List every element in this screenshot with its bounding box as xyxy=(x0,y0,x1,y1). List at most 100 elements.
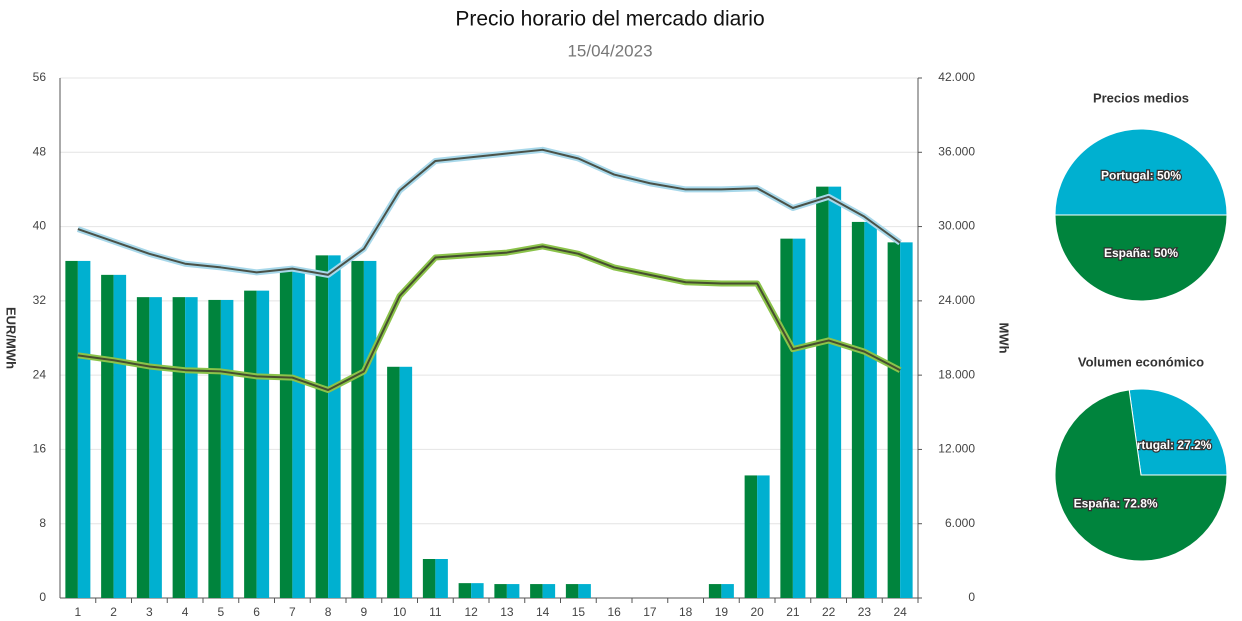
y-tick-label: 56 xyxy=(33,70,47,84)
bar xyxy=(530,584,543,598)
x-tick-label: 24 xyxy=(893,605,907,619)
x-tick-label: 16 xyxy=(607,605,621,619)
bar xyxy=(542,584,556,598)
y-tick-label: 0 xyxy=(39,590,46,604)
y2-tick-label: 36.000 xyxy=(938,144,975,158)
bar xyxy=(744,475,758,598)
pie-title: Precios medios xyxy=(1093,90,1189,105)
bar xyxy=(506,584,520,598)
bar xyxy=(780,238,793,598)
x-tick-label: 12 xyxy=(464,605,478,619)
bar xyxy=(136,297,150,598)
pie-slice xyxy=(1054,128,1228,216)
pie-label: Portugal: 50% xyxy=(1101,168,1181,182)
y2-axis-title: MWh xyxy=(997,322,1012,353)
bar xyxy=(887,242,901,598)
pie-slice xyxy=(1128,388,1228,476)
y2-tick-label: 24.000 xyxy=(938,293,975,307)
chart-subtitle: 15/04/2023 xyxy=(567,41,652,60)
bar xyxy=(828,186,842,598)
y-tick-label: 8 xyxy=(39,516,46,530)
bar xyxy=(208,299,221,598)
line xyxy=(77,148,901,276)
bar xyxy=(363,260,377,598)
x-tick-label: 13 xyxy=(500,605,514,619)
bar xyxy=(292,271,305,598)
bar xyxy=(149,297,162,598)
y2-tick-label: 18.000 xyxy=(938,367,975,381)
bar xyxy=(792,238,806,598)
bar xyxy=(422,559,436,598)
bar xyxy=(565,584,579,598)
y2-tick-label: 30.000 xyxy=(938,219,975,233)
bar xyxy=(721,584,734,598)
x-tick-label: 20 xyxy=(750,605,764,619)
line xyxy=(77,245,901,391)
bar xyxy=(471,583,484,598)
x-tick-label: 22 xyxy=(822,605,836,619)
x-tick-label: 6 xyxy=(253,605,260,619)
y-axis-title: EUR/MWh xyxy=(4,307,19,369)
y-tick-label: 24 xyxy=(33,367,47,381)
bar xyxy=(351,260,364,598)
bar xyxy=(435,559,448,598)
x-tick-label: 11 xyxy=(429,605,442,619)
bar xyxy=(315,255,329,598)
bar xyxy=(399,366,413,598)
x-tick-label: 5 xyxy=(218,605,225,619)
x-tick-label: 15 xyxy=(572,605,586,619)
bar xyxy=(578,584,591,598)
y-tick-label: 48 xyxy=(33,144,47,158)
y2-tick-label: 42.000 xyxy=(938,70,975,84)
y-tick-label: 40 xyxy=(33,219,47,233)
y2-tick-label: 0 xyxy=(968,590,975,604)
pie-title: Volumen económico xyxy=(1078,354,1204,369)
x-tick-label: 1 xyxy=(75,605,82,619)
x-tick-label: 8 xyxy=(325,605,332,619)
bar xyxy=(708,584,722,598)
bar xyxy=(256,290,270,598)
x-tick-label: 4 xyxy=(182,605,189,619)
bar xyxy=(494,584,507,598)
y-tick-label: 32 xyxy=(33,293,47,307)
y-tick-label: 16 xyxy=(33,442,47,456)
y2-tick-label: 6.000 xyxy=(945,516,975,530)
bar xyxy=(328,255,341,598)
bar xyxy=(458,583,472,598)
x-tick-label: 23 xyxy=(858,605,872,619)
bar xyxy=(851,221,865,598)
bar xyxy=(101,274,114,598)
x-tick-label: 21 xyxy=(786,605,800,619)
bar xyxy=(172,297,186,598)
y2-tick-label: 12.000 xyxy=(938,442,975,456)
pie-label: Portugal: 27.2% xyxy=(1121,438,1211,452)
pie-slice xyxy=(1054,389,1228,562)
x-tick-label: 10 xyxy=(393,605,407,619)
pie-label: España: 72.8% xyxy=(1074,496,1158,510)
bar xyxy=(816,186,829,598)
bar xyxy=(387,366,400,598)
x-tick-label: 3 xyxy=(146,605,153,619)
bar xyxy=(279,271,293,598)
bar xyxy=(864,221,877,598)
x-tick-label: 19 xyxy=(715,605,729,619)
x-tick-label: 18 xyxy=(679,605,693,619)
bar xyxy=(220,299,234,598)
chart-title: Precio horario del mercado diario xyxy=(455,8,764,31)
x-tick-label: 14 xyxy=(536,605,550,619)
x-tick-label: 7 xyxy=(289,605,296,619)
bar xyxy=(113,274,127,598)
pie-slice xyxy=(1054,214,1228,302)
bar xyxy=(244,290,257,598)
bar xyxy=(900,242,913,598)
bar xyxy=(77,260,91,598)
bar xyxy=(185,297,198,598)
bar xyxy=(65,260,78,598)
x-tick-label: 9 xyxy=(361,605,368,619)
bar xyxy=(757,475,770,598)
x-tick-label: 2 xyxy=(110,605,117,619)
pie-label: España: 50% xyxy=(1104,246,1178,260)
x-tick-label: 17 xyxy=(643,605,657,619)
